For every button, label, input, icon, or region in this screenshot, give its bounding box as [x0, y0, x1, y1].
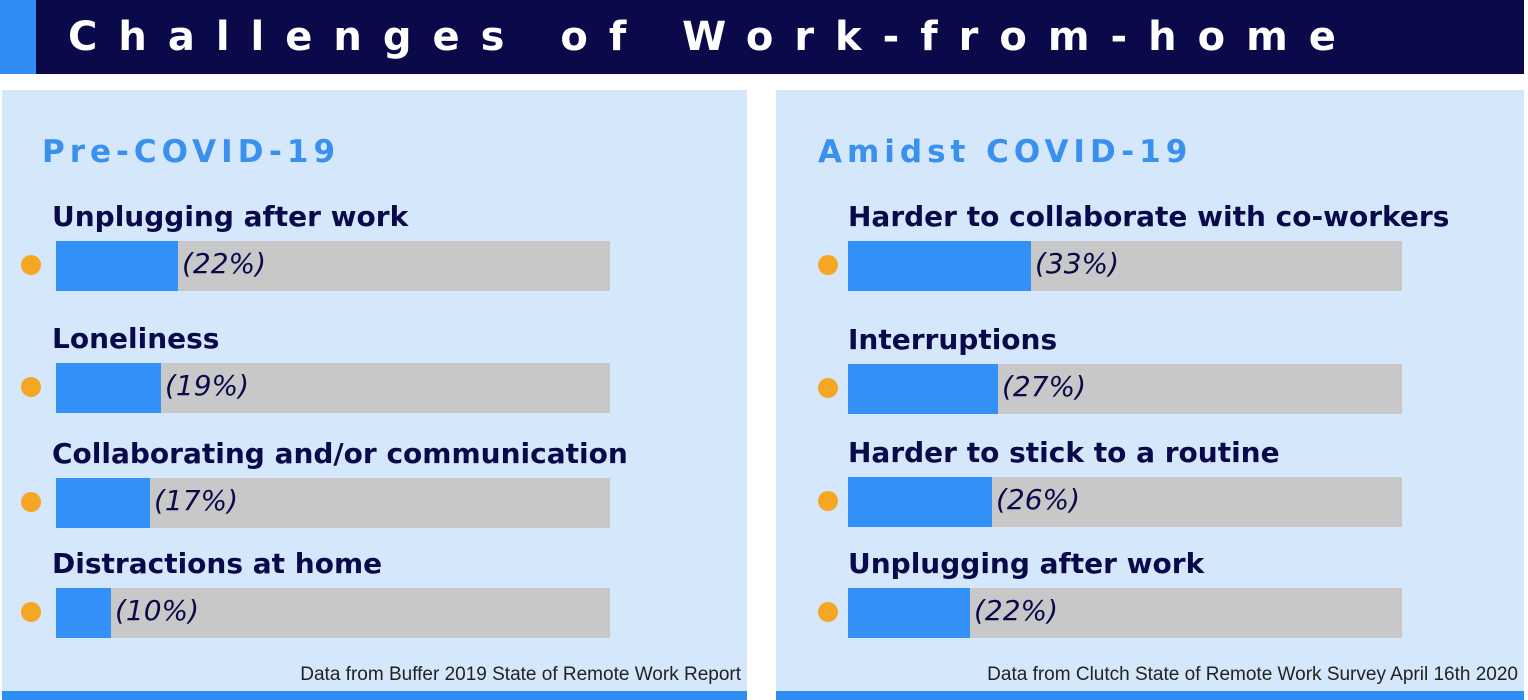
bar-track: (17%) [56, 478, 610, 528]
bar-fill [56, 478, 150, 528]
bullet-dot-icon [818, 602, 838, 622]
panel-bottom-strip [776, 691, 1524, 700]
bar-value-label: (10%) [115, 594, 200, 627]
chart-item: Harder to collaborate with co-workers (3… [776, 200, 1524, 300]
chart-item: Collaborating and/or communication (17%) [2, 437, 747, 537]
bar-fill [848, 241, 1031, 291]
panel-title-pre-covid: Pre-COVID-19 [42, 134, 341, 170]
chart-item: Interruptions (27%) [776, 323, 1524, 423]
bar-label: Unplugging after work [52, 200, 409, 233]
bar-value-label: (22%) [974, 594, 1059, 627]
bar-fill [56, 588, 111, 638]
bullet-dot-icon [818, 491, 838, 511]
bullet-dot-icon [818, 255, 838, 275]
bar-label: Collaborating and/or communication [52, 437, 628, 470]
bar-value-label: (33%) [1035, 247, 1120, 280]
bar-track: (33%) [848, 241, 1402, 291]
bar-label: Loneliness [52, 322, 220, 355]
chart-item: Unplugging after work (22%) [2, 200, 747, 300]
title-banner: Challenges of Work-from-home [0, 0, 1524, 74]
panel-title-amidst-covid: Amidst COVID-19 [818, 134, 1193, 170]
source-note: Data from Clutch State of Remote Work Su… [987, 664, 1518, 685]
bar-value-label: (19%) [165, 369, 250, 402]
bar-fill [56, 363, 161, 413]
bar-value-label: (22%) [182, 247, 267, 280]
bullet-dot-icon [21, 255, 41, 275]
chart-item: Unplugging after work (22%) [776, 547, 1524, 647]
banner-accent-strip [0, 0, 36, 74]
chart-item: Distractions at home (10%) [2, 547, 747, 647]
bar-label: Unplugging after work [848, 547, 1205, 580]
bar-label: Interruptions [848, 323, 1058, 356]
source-note: Data from Buffer 2019 State of Remote Wo… [300, 664, 741, 685]
bar-fill [848, 588, 970, 638]
page-title: Challenges of Work-from-home [68, 14, 1357, 60]
chart-item: Loneliness (19%) [2, 322, 747, 422]
chart-item: Harder to stick to a routine (26%) [776, 436, 1524, 536]
bar-track: (10%) [56, 588, 610, 638]
bar-track: (19%) [56, 363, 610, 413]
bar-track: (27%) [848, 364, 1402, 414]
bar-track: (22%) [56, 241, 610, 291]
bullet-dot-icon [818, 378, 838, 398]
bar-label: Harder to stick to a routine [848, 436, 1280, 469]
bullet-dot-icon [21, 602, 41, 622]
panel-bottom-strip [2, 691, 747, 700]
bar-track: (22%) [848, 588, 1402, 638]
bar-fill [848, 364, 998, 414]
bar-value-label: (26%) [996, 483, 1081, 516]
bar-fill [848, 477, 992, 527]
bullet-dot-icon [21, 492, 41, 512]
bar-label: Harder to collaborate with co-workers [848, 200, 1450, 233]
bar-fill [56, 241, 178, 291]
bullet-dot-icon [21, 377, 41, 397]
panel-pre-covid: Pre-COVID-19 Unplugging after work (22%)… [2, 90, 747, 700]
bar-track: (26%) [848, 477, 1402, 527]
bar-label: Distractions at home [52, 547, 383, 580]
bar-value-label: (27%) [1002, 370, 1087, 403]
panel-amidst-covid: Amidst COVID-19 Harder to collaborate wi… [776, 90, 1524, 700]
bar-value-label: (17%) [154, 484, 239, 517]
